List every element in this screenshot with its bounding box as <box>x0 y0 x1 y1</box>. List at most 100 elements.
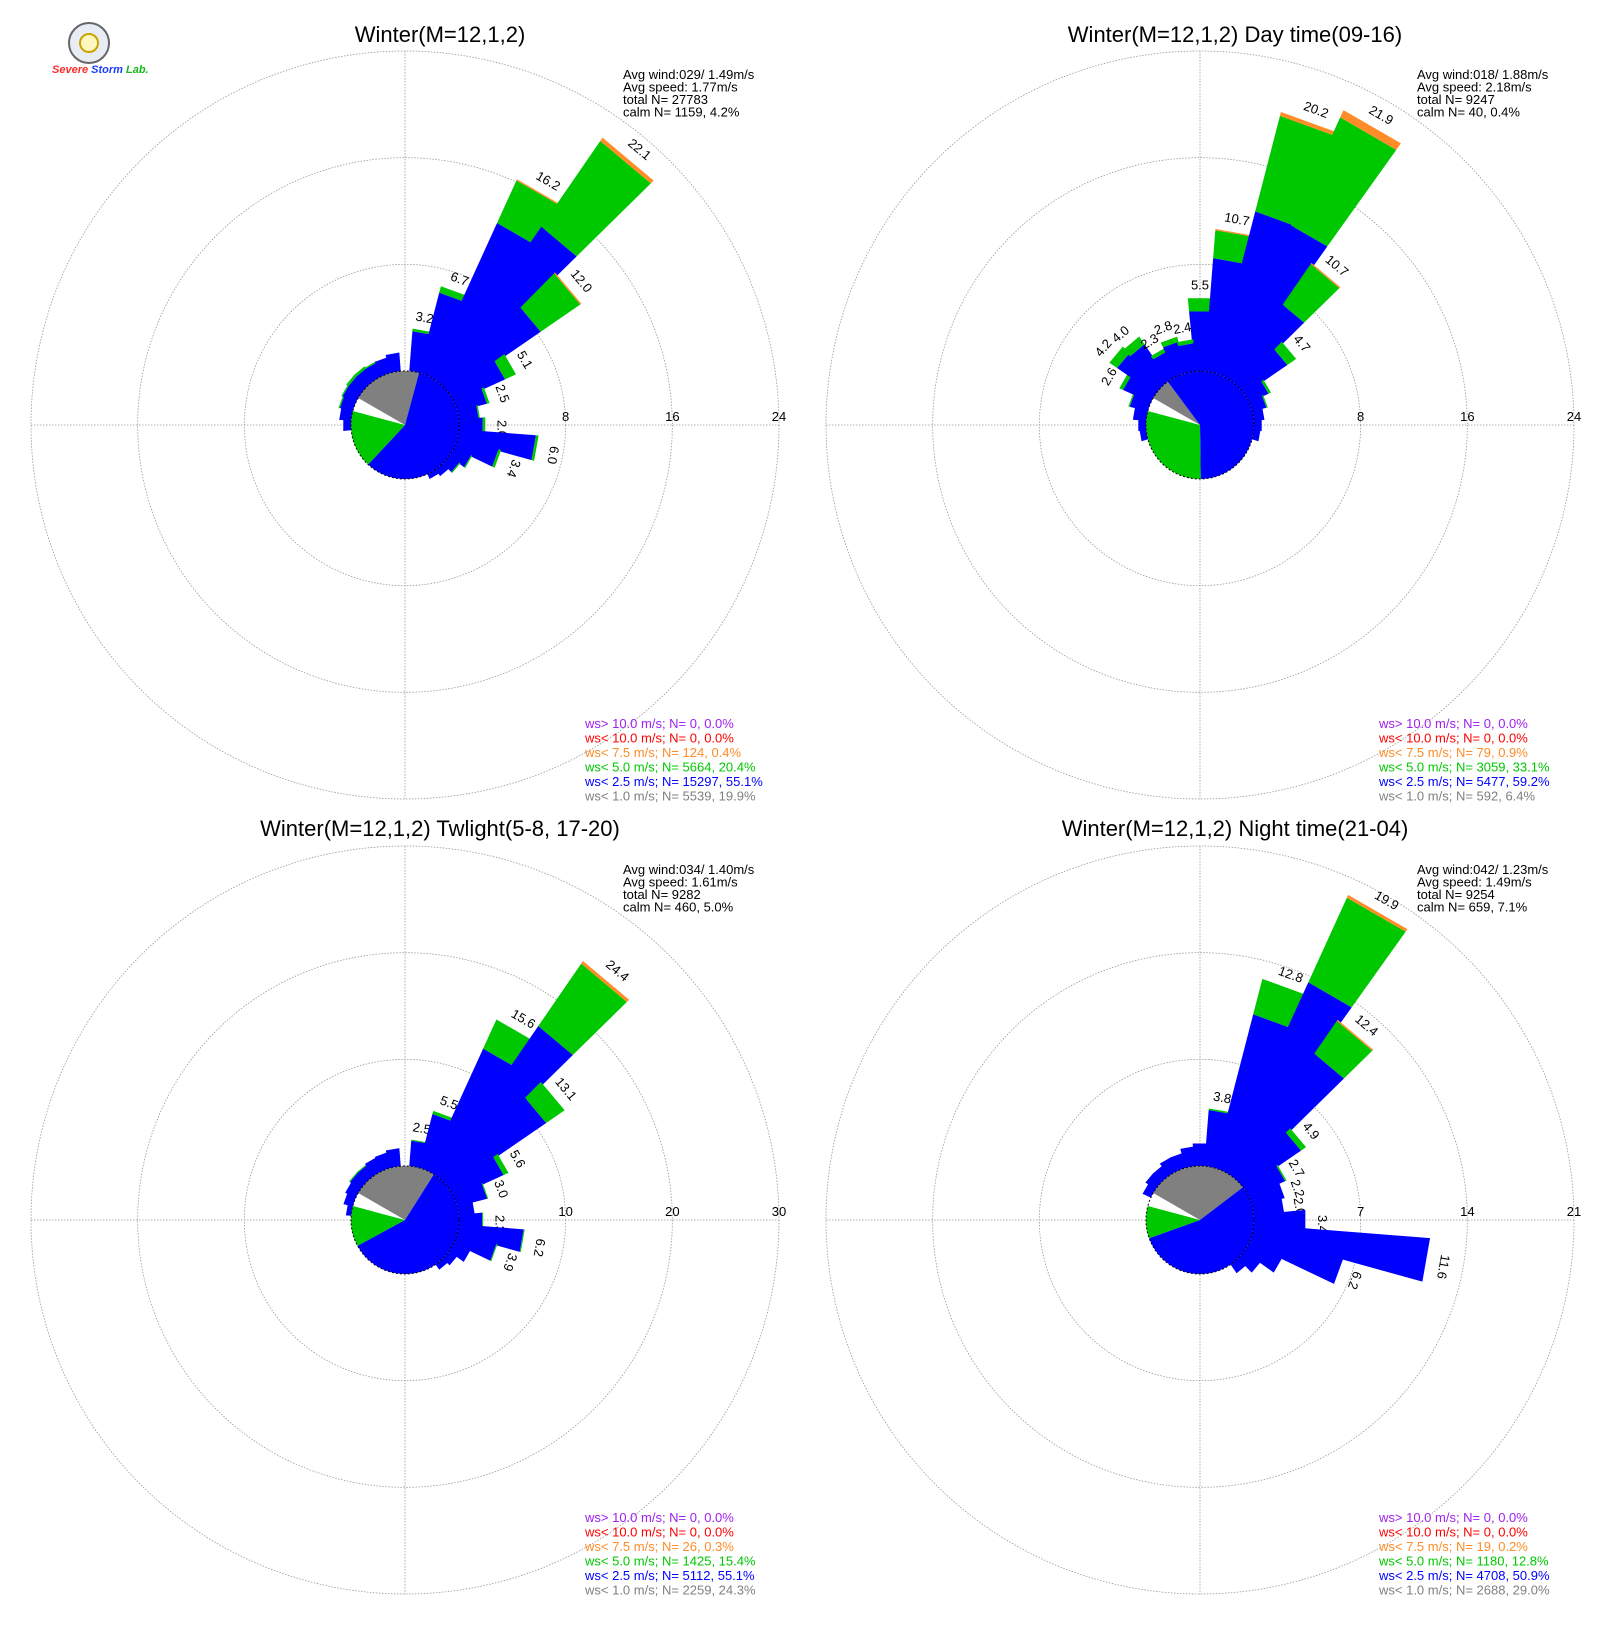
spoke-segment-lt50 <box>476 404 481 420</box>
spoke-segment-lt75 <box>1310 262 1341 289</box>
spoke-value-label: 16.2 <box>534 168 563 194</box>
spoke-segment-lt50 <box>1208 1108 1230 1114</box>
spoke-segment-lt50 <box>412 328 431 335</box>
spoke-value-label: 6.7 <box>449 269 471 289</box>
severe-storm-lab-logo: Severe Storm Lab. <box>52 22 149 84</box>
spoke-segment-lt25 <box>1248 1182 1285 1207</box>
spoke-segment-lt25 <box>427 1048 515 1177</box>
spoke-value-label: 2.6 <box>1098 365 1120 388</box>
ring-label: 14 <box>1460 1204 1474 1219</box>
spoke-value-label: 13.1 <box>552 1074 580 1103</box>
spoke-segment-lt50 <box>481 387 490 404</box>
spoke-segment-lt25 <box>1253 419 1262 431</box>
core-slice-lt25 <box>1167 371 1255 479</box>
spoke-segment-lt50 <box>1285 1128 1307 1151</box>
spoke-segment-lt50 <box>490 1243 498 1262</box>
spoke-segment-lt50 <box>338 395 345 409</box>
core-slice-lt50 <box>351 1206 405 1246</box>
spoke-segment-lt25 <box>1122 375 1157 403</box>
spoke-segment-lt50 <box>482 417 486 433</box>
ring-label: 7 <box>1357 1204 1364 1219</box>
legend-entry: ws> 10.0 m/s; N= 0, 0.0% <box>584 1510 734 1525</box>
spoke-segment-lt25 <box>1253 1209 1306 1231</box>
spoke-segment-lt25 <box>448 1157 504 1198</box>
spoke-segment-lt50 <box>432 1110 454 1122</box>
spoke-segment-lt25 <box>1248 395 1267 412</box>
spoke-value-label: 12.0 <box>568 266 596 295</box>
spoke-segment-lt75 <box>1279 111 1340 137</box>
spoke-segment-lt25 <box>442 307 541 395</box>
spoke-segment-lt25 <box>409 1140 427 1168</box>
spoke-segment-lt25 <box>435 1257 449 1270</box>
spoke-value-label: 15.6 <box>509 1006 538 1032</box>
summary-line: Avg speed: 2.18m/s <box>1417 80 1532 95</box>
spoke-segment-lt50 <box>1150 347 1167 360</box>
spoke-segment-lt25 <box>435 1026 573 1183</box>
spoke-segment-lt50 <box>492 449 502 468</box>
spoke-segment-lt25 <box>1204 258 1245 373</box>
core-slice-lt1 <box>358 371 420 425</box>
ring-label: 24 <box>1567 409 1581 424</box>
spoke-segment-lt25 <box>448 361 506 403</box>
spoke-segment-lt50 <box>520 273 581 332</box>
spoke-segment-lt50 <box>1314 1021 1373 1079</box>
spoke-segment-lt50 <box>1119 373 1132 390</box>
grid-ring <box>137 952 673 1488</box>
spoke-value-label: 3.9 <box>500 1251 520 1273</box>
spoke-segment-lt50 <box>346 374 357 387</box>
legend-entry: ws< 10.0 m/s; N= 0, 0.0% <box>1378 1525 1528 1540</box>
spoke-segment-lt25 <box>418 1114 453 1172</box>
lab-seal-icon <box>68 22 110 64</box>
spoke-value-label: 5.5 <box>438 1092 460 1112</box>
spoke-segment-lt25 <box>385 1148 401 1168</box>
spoke-segment-lt25 <box>453 438 499 467</box>
spoke-segment-lt50 <box>541 140 651 257</box>
spoke-value-label: 3.2 <box>414 309 434 327</box>
legend-entry: ws< 5.0 m/s; N= 3059, 33.1% <box>1378 760 1550 775</box>
spoke-segment-lt75 <box>1340 110 1401 150</box>
spoke-segment-lt50 <box>1160 336 1179 348</box>
spoke-segment-lt25 <box>458 1212 483 1228</box>
summary-line: Avg speed: 1.61m/s <box>623 875 738 890</box>
spoke-segment-lt50 <box>525 1081 565 1123</box>
spoke-segment-lt25 <box>453 1183 488 1207</box>
spoke-segment-lt25 <box>1237 1250 1261 1273</box>
spoke-segment-lt25 <box>1230 1053 1344 1183</box>
summary-line: calm N= 460, 5.0% <box>623 900 734 915</box>
spoke-segment-lt25 <box>374 357 392 377</box>
spoke-segment-lt25 <box>409 331 431 373</box>
spoke-value-label: 4.0 <box>1109 323 1132 346</box>
spoke-segment-lt25 <box>1222 225 1328 382</box>
spoke-value-label: 4.9 <box>1300 1119 1323 1142</box>
wind-rose-panel: 8 16 24 Winter(M=12,1,2) Avg wind:029/ 1.49m… <box>30 22 786 804</box>
legend-entry: ws< 10.0 m/s; N= 0, 0.0% <box>584 1525 734 1540</box>
summary-line: total N= 9254 <box>1417 887 1495 902</box>
spoke-segment-lt25 <box>457 429 536 461</box>
spoke-value-label: 4.7 <box>1290 332 1313 355</box>
ring-label: 20 <box>665 1204 679 1219</box>
summary-line: total N= 9247 <box>1417 92 1495 107</box>
spoke-segment-lt50 <box>482 1212 484 1228</box>
legend-entry: ws< 5.0 m/s; N= 1180, 12.8% <box>1378 1554 1549 1569</box>
core-slice-lt25 <box>357 1174 460 1274</box>
spoke-segment-lt25 <box>356 368 375 388</box>
legend-entry: ws> 10.0 m/s; N= 0, 0.0% <box>1378 1510 1528 1525</box>
core-slice-lt50 <box>351 411 405 465</box>
spoke-segment-lt50 <box>364 361 377 370</box>
summary-line: calm N= 659, 7.1% <box>1417 900 1528 915</box>
legend-entry: ws< 1.0 m/s; N= 2259, 24.3% <box>584 1583 756 1598</box>
ring-label: 24 <box>772 409 786 424</box>
spoke-value-label: 5.5 <box>1191 278 1209 293</box>
spoke-segment-lt25 <box>345 1181 362 1198</box>
legend-entry: ws< 2.5 m/s; N= 4708, 50.9% <box>1378 1568 1550 1583</box>
spoke-value-label: 22.1 <box>625 135 654 163</box>
legend-entry: ws< 10.0 m/s; N= 0, 0.0% <box>584 731 734 746</box>
spoke-segment-lt25 <box>1243 381 1269 403</box>
ring-label: 8 <box>1357 409 1364 424</box>
spoke-value-label: 21.9 <box>1367 102 1396 128</box>
legend-entry: ws< 2.5 m/s; N= 5112, 55.1% <box>584 1568 755 1583</box>
ring-label: 30 <box>772 1204 786 1219</box>
spoke-segment-lt50 <box>531 435 539 461</box>
spoke-segment-lt25 <box>1145 1172 1163 1190</box>
spoke-segment-lt25 <box>1243 1165 1286 1198</box>
